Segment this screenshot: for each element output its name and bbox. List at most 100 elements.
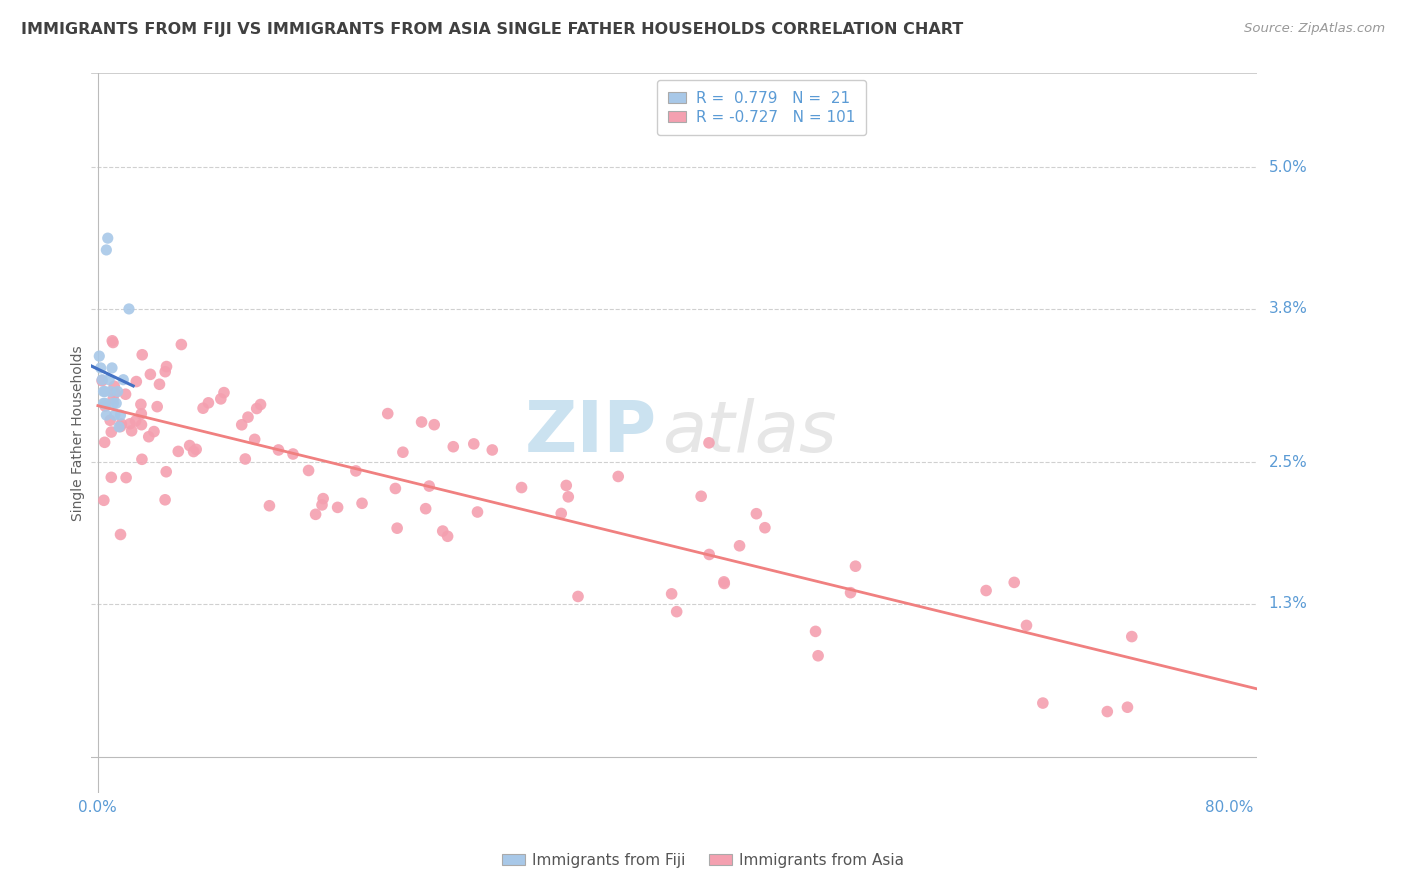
Point xyxy=(377,407,399,421)
Text: 1.3%: 1.3% xyxy=(1268,597,1308,611)
Text: 5.0%: 5.0% xyxy=(1268,160,1308,175)
Point xyxy=(148,377,170,392)
Point xyxy=(297,463,319,477)
Point xyxy=(567,590,589,604)
Legend: Immigrants from Fiji, Immigrants from Asia: Immigrants from Fiji, Immigrants from As… xyxy=(496,847,910,873)
Point xyxy=(665,605,688,619)
Point xyxy=(108,420,131,434)
Point xyxy=(432,524,454,538)
Point xyxy=(697,548,720,562)
Point xyxy=(557,490,579,504)
Point xyxy=(93,396,115,410)
Point xyxy=(118,301,141,316)
Point xyxy=(118,417,141,431)
Point xyxy=(155,365,177,379)
Point xyxy=(96,243,118,257)
Point xyxy=(153,492,176,507)
Point xyxy=(90,360,112,375)
Point xyxy=(231,417,253,432)
Point xyxy=(110,417,132,431)
Point xyxy=(91,374,114,388)
Point xyxy=(463,437,485,451)
Point xyxy=(100,470,122,484)
Text: IMMIGRANTS FROM FIJI VS IMMIGRANTS FROM ASIA SINGLE FATHER HOUSEHOLDS CORRELATIO: IMMIGRANTS FROM FIJI VS IMMIGRANTS FROM … xyxy=(21,22,963,37)
Point xyxy=(467,505,489,519)
Point xyxy=(104,408,127,422)
Point xyxy=(1015,618,1038,632)
Text: atlas: atlas xyxy=(662,399,837,467)
Point xyxy=(110,419,132,434)
Point xyxy=(418,479,440,493)
Point xyxy=(101,360,124,375)
Point xyxy=(121,424,143,438)
Point xyxy=(436,529,458,543)
Point xyxy=(167,444,190,458)
Point xyxy=(94,399,117,413)
Point xyxy=(170,337,193,351)
Point xyxy=(186,442,208,457)
Point xyxy=(110,527,132,541)
Point xyxy=(110,408,132,422)
Point xyxy=(807,648,830,663)
Point xyxy=(236,410,259,425)
Point xyxy=(209,392,232,406)
Point xyxy=(131,417,153,432)
Point xyxy=(385,521,408,535)
Point xyxy=(326,500,349,515)
Point xyxy=(754,521,776,535)
Point xyxy=(138,430,160,444)
Point xyxy=(131,407,153,421)
Point xyxy=(1097,705,1119,719)
Point xyxy=(713,574,735,589)
Point xyxy=(607,469,630,483)
Point xyxy=(98,413,121,427)
Point xyxy=(114,387,136,401)
Point xyxy=(179,439,201,453)
Point xyxy=(661,587,683,601)
Point xyxy=(155,465,177,479)
Point xyxy=(312,491,335,506)
Point xyxy=(124,414,146,428)
Text: 3.8%: 3.8% xyxy=(1268,301,1308,317)
Point xyxy=(96,408,118,422)
Text: Source: ZipAtlas.com: Source: ZipAtlas.com xyxy=(1244,22,1385,36)
Text: ZIP: ZIP xyxy=(524,399,657,467)
Point xyxy=(104,386,127,401)
Point xyxy=(550,507,572,521)
Point xyxy=(98,373,121,387)
Point xyxy=(1121,630,1143,644)
Point xyxy=(97,231,120,245)
Point xyxy=(89,349,111,363)
Point xyxy=(112,373,135,387)
Point xyxy=(131,348,153,362)
Point xyxy=(101,335,124,350)
Point xyxy=(249,397,271,411)
Point xyxy=(392,445,415,459)
Point xyxy=(304,508,326,522)
Legend: R =  0.779   N =  21, R = -0.727   N = 101: R = 0.779 N = 21, R = -0.727 N = 101 xyxy=(658,80,866,136)
Point xyxy=(105,396,128,410)
Point xyxy=(155,359,177,374)
Point xyxy=(93,493,115,508)
Point xyxy=(94,384,117,399)
Point xyxy=(1032,696,1054,710)
Point xyxy=(844,559,866,574)
Point xyxy=(143,425,166,439)
Point xyxy=(441,440,464,454)
Point xyxy=(423,417,446,432)
Point xyxy=(510,481,533,495)
Point xyxy=(93,384,115,399)
Point xyxy=(745,507,768,521)
Point xyxy=(146,400,169,414)
Y-axis label: Single Father Households: Single Father Households xyxy=(72,345,86,521)
Point xyxy=(690,489,713,503)
Point xyxy=(311,498,333,512)
Point xyxy=(481,442,503,457)
Point xyxy=(243,433,266,447)
Point xyxy=(974,583,997,598)
Point xyxy=(101,392,124,406)
Point xyxy=(839,585,862,599)
Point xyxy=(115,470,138,484)
Point xyxy=(191,401,214,416)
Point xyxy=(415,501,437,516)
